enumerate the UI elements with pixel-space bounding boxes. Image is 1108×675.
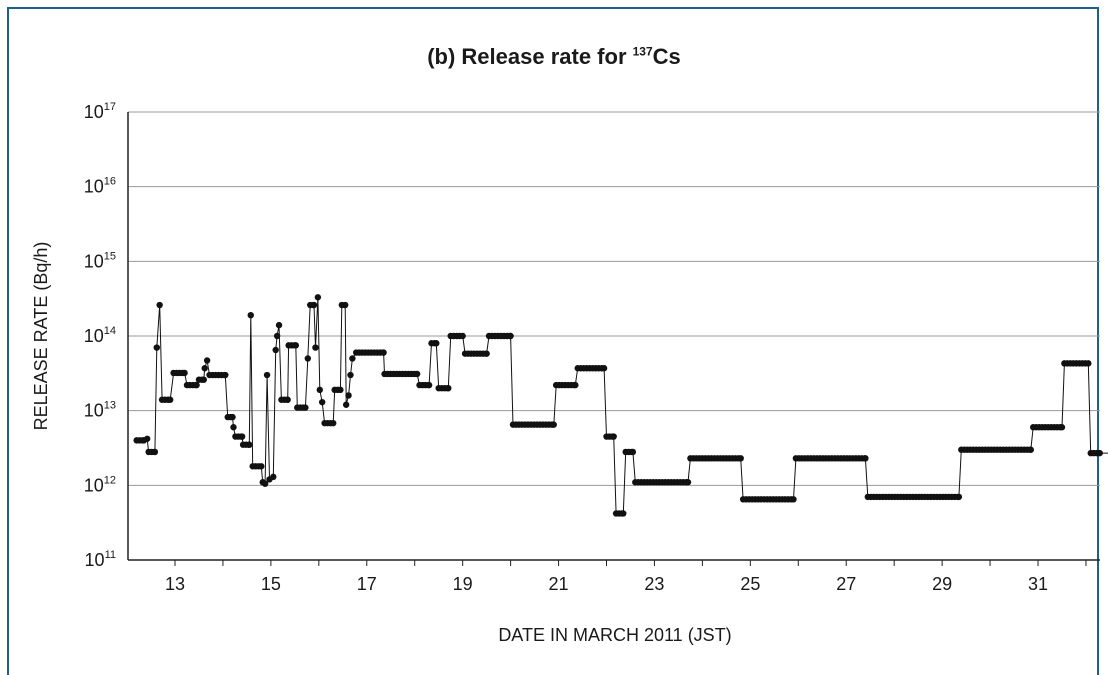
data-point [201, 365, 208, 372]
data-point [445, 384, 452, 392]
x-tick-23: 23 [644, 574, 664, 594]
y-tick-1e13: 1013 [84, 400, 116, 421]
x-tick-15: 15 [261, 574, 281, 594]
y-tick-1e14: 1014 [84, 325, 116, 346]
data-point [304, 355, 312, 362]
data-point [263, 371, 271, 379]
data-point [620, 510, 627, 517]
data-point [1085, 360, 1092, 367]
y-tick-1e17: 1017 [84, 101, 116, 122]
chart-title-isotope-mass: 137 [632, 44, 653, 59]
data-point [200, 376, 207, 383]
data-point [273, 332, 281, 340]
data-point [342, 401, 350, 408]
data-point [222, 371, 229, 379]
data-point [737, 455, 744, 462]
data-point [312, 344, 319, 351]
data-point [1096, 449, 1103, 457]
data-point [302, 404, 309, 411]
y-tick-1e16: 1016 [84, 176, 116, 197]
data-point [610, 433, 617, 440]
x-tick-21: 21 [549, 574, 569, 594]
y-tick-1e11: 1011 [85, 549, 116, 570]
data-point [314, 294, 322, 301]
data-point [330, 419, 337, 427]
axes [127, 112, 1100, 566]
data-point [143, 435, 151, 442]
data-point [425, 381, 433, 389]
data-point [275, 321, 283, 329]
data-point [1058, 424, 1066, 431]
x-tick-labels: 13 15 17 19 21 23 25 27 29 31 [165, 574, 1048, 594]
data-point [318, 398, 326, 406]
x-tick-29: 29 [932, 574, 952, 594]
data-point [550, 421, 557, 428]
data-point [413, 370, 421, 378]
x-tick-19: 19 [453, 574, 473, 594]
data-point [459, 332, 466, 340]
data-point [507, 332, 514, 340]
data-point [572, 381, 579, 389]
chart-title: (b) Release rate for 137Cs [0, 44, 1108, 70]
data-point [310, 301, 318, 309]
x-axis-label: DATE IN MARCH 2011 (JST) [498, 625, 731, 645]
data-point [153, 344, 160, 351]
y-tick-labels: 1011 1012 1013 1014 1015 1016 1017 [84, 101, 116, 570]
data-point [230, 424, 237, 431]
data-point [258, 463, 265, 470]
data-point [955, 493, 963, 501]
data-point [629, 448, 637, 456]
data-point [284, 396, 291, 403]
y-tick-1e15: 1015 [84, 250, 116, 271]
data-point [261, 480, 269, 487]
data-point [483, 350, 490, 357]
data-point [203, 357, 211, 364]
data-series [133, 294, 1108, 517]
data-point [270, 473, 277, 481]
data-point [345, 392, 352, 399]
data-point [238, 433, 246, 440]
data-point [684, 479, 692, 486]
data-point [156, 301, 163, 309]
data-point [790, 496, 797, 503]
chart-title-isotope-symbol: Cs [652, 44, 681, 69]
data-point [193, 381, 200, 389]
data-point [862, 455, 869, 462]
data-point [247, 311, 254, 319]
grid-lines [128, 111, 1100, 486]
data-point [342, 301, 349, 309]
data-point [316, 386, 323, 394]
data-point [380, 349, 387, 356]
chart-title-prefix: (b) Release rate for [427, 44, 633, 69]
data-point [433, 340, 440, 347]
y-tick-1e12: 1012 [84, 474, 116, 495]
data-point [181, 369, 188, 377]
data-point [349, 355, 356, 362]
x-tick-17: 17 [357, 574, 377, 594]
data-point [292, 342, 300, 349]
data-point [272, 346, 279, 354]
data-point [337, 386, 344, 394]
data-point [347, 371, 354, 379]
x-tick-25: 25 [740, 574, 760, 594]
data-point [167, 396, 174, 403]
y-axis-label: RELEASE RATE (Bq/h) [31, 242, 51, 431]
data-point [600, 365, 608, 372]
data-point [1027, 446, 1035, 453]
x-tick-31: 31 [1028, 574, 1048, 594]
figure-frame [7, 7, 1099, 675]
data-point [246, 441, 253, 448]
x-tick-27: 27 [836, 574, 856, 594]
data-point [229, 413, 236, 421]
data-point [151, 448, 159, 456]
x-tick-13: 13 [165, 574, 185, 594]
series-line-0 [136, 297, 1108, 514]
